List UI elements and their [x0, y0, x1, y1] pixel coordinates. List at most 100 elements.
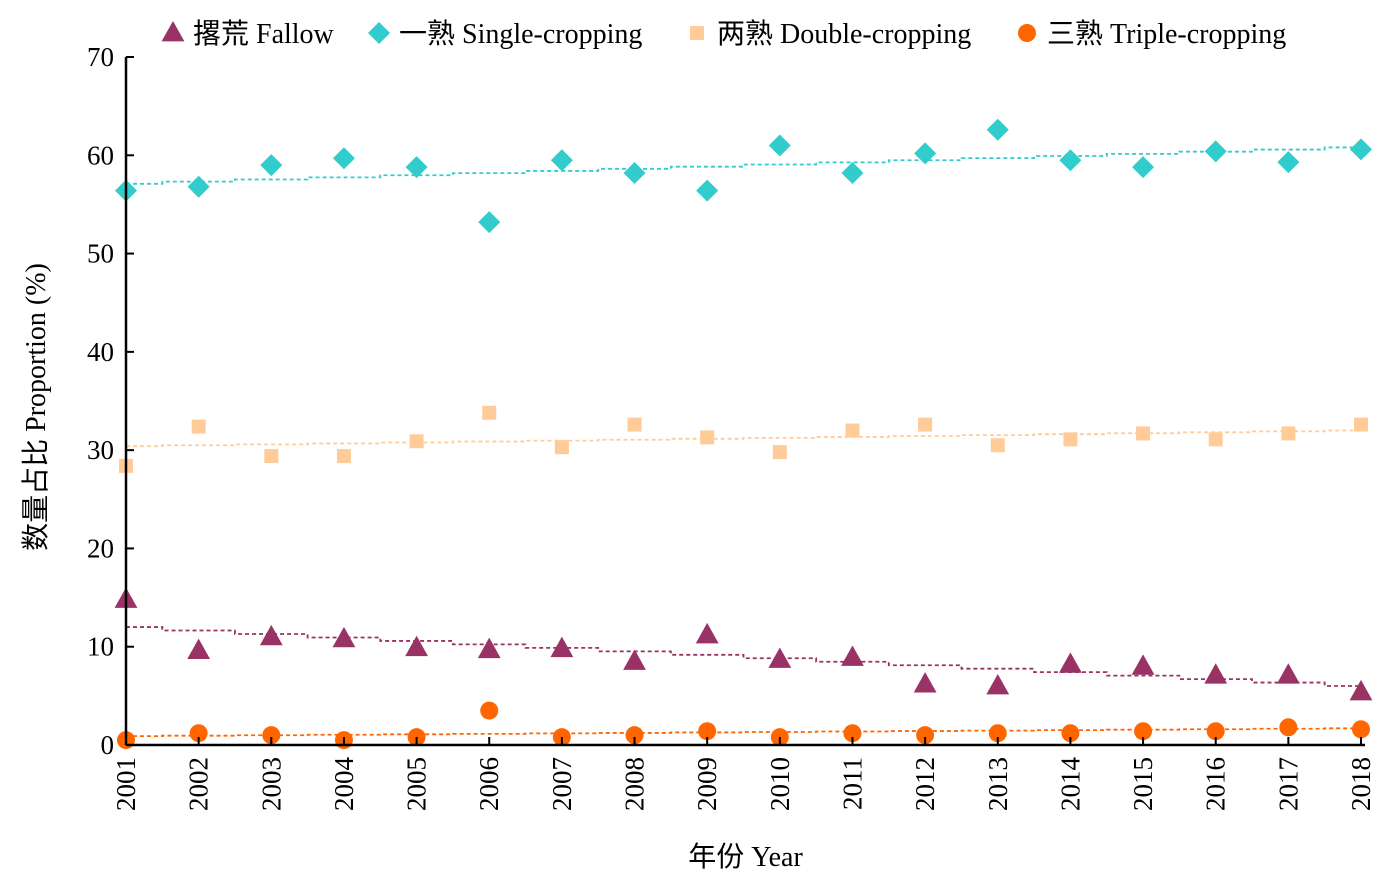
data-point [695, 622, 719, 644]
data-point [1059, 149, 1082, 172]
data-point [625, 726, 644, 745]
data-point [1279, 718, 1298, 737]
x-tick-label: 2015 [1128, 757, 1158, 811]
data-point [988, 724, 1007, 743]
x-tick-label: 2010 [765, 757, 795, 811]
legend-label: 一熟 Single-cropping [399, 18, 642, 50]
data-point [554, 440, 569, 455]
x-tick-label: 2003 [256, 757, 286, 811]
data-point [550, 636, 574, 658]
data-point [914, 142, 937, 165]
x-tick-label: 2011 [837, 757, 867, 810]
data-point [845, 423, 860, 438]
y-tick-label: 50 [87, 239, 114, 269]
legend-label: 两熟 Double-cropping [717, 18, 971, 50]
data-point [627, 417, 642, 432]
data-point [260, 154, 283, 177]
data-point [696, 179, 719, 202]
legend-marker [161, 21, 185, 42]
x-tick-label: 2002 [184, 757, 214, 811]
data-point [1132, 156, 1155, 179]
legend-label: 三熟 Triple-cropping [1047, 18, 1286, 50]
y-tick-label: 0 [101, 730, 115, 760]
data-point [264, 449, 279, 464]
trend-lines [126, 146, 1361, 738]
x-tick-label: 2012 [910, 757, 940, 811]
data-point [913, 672, 937, 693]
data-point [259, 624, 283, 646]
data-point [841, 645, 864, 666]
x-tick-label: 2004 [329, 757, 359, 812]
data-point [262, 726, 281, 745]
data-point [698, 722, 717, 741]
data-point [841, 161, 864, 184]
legend-item: 撂荒 Fallow [161, 18, 335, 50]
x-axis-title: 年份 Year [688, 841, 803, 873]
legend-item: 一熟 Single-cropping [368, 18, 642, 50]
legend: 撂荒 Fallow 一熟 Single-cropping 两熟 Double-cro… [161, 18, 1286, 50]
data-point [1208, 432, 1223, 447]
x-tick-label: 2013 [983, 757, 1013, 811]
data-point [772, 445, 787, 460]
data-point [1349, 679, 1373, 701]
data-point [1134, 722, 1153, 741]
legend-marker [690, 26, 704, 40]
y-tick-label: 40 [87, 337, 114, 367]
legend-label: 撂荒 Fallow [193, 18, 335, 50]
x-tick-label: 2007 [547, 757, 577, 811]
axes: 0 10 20 30 40 50 60 70 2001 2002 2003 2004 2005 2006 2… [87, 42, 1376, 811]
y-axis-title: 数量占比 Proportion (%) [20, 263, 52, 551]
data-point [986, 118, 1009, 141]
legend-item: 两熟 Double-cropping [690, 18, 971, 50]
x-tick-label: 2018 [1346, 757, 1376, 811]
data-point [1276, 663, 1300, 684]
data-point [189, 724, 208, 743]
trend-line [126, 146, 1361, 185]
y-tick-label: 20 [87, 533, 114, 563]
data-point [1354, 417, 1368, 432]
data-point [1063, 432, 1078, 447]
data-point [191, 419, 206, 434]
data-point [623, 161, 646, 184]
data-point [623, 649, 646, 670]
legend-marker [1018, 24, 1036, 42]
data-point [1136, 426, 1151, 441]
legend-marker [368, 22, 390, 44]
trend-line [126, 429, 1361, 448]
data-point [1352, 720, 1370, 739]
data-point [768, 134, 791, 157]
data-point [843, 724, 862, 743]
data-point [1277, 151, 1300, 174]
data-point [482, 405, 497, 420]
data-point [918, 417, 933, 432]
data-point [409, 434, 424, 449]
legend-item: 三熟 Triple-cropping [1018, 18, 1286, 50]
data-point [332, 147, 355, 170]
data-point [480, 701, 499, 720]
data-markers [114, 118, 1373, 750]
data-point [1350, 138, 1372, 161]
data-point [990, 438, 1005, 453]
data-point [1059, 652, 1082, 673]
data-point [1061, 724, 1080, 743]
data-point [187, 638, 211, 660]
data-point [768, 647, 792, 668]
x-tick-label: 2008 [620, 757, 650, 811]
data-point [1281, 426, 1296, 441]
y-tick-label: 10 [87, 632, 114, 662]
data-point [1204, 663, 1228, 684]
data-point [700, 430, 715, 445]
x-tick-label: 2016 [1201, 757, 1231, 811]
data-point [986, 674, 1010, 695]
data-point [1204, 140, 1227, 163]
data-point [405, 635, 428, 657]
trend-line [126, 727, 1361, 738]
data-point [550, 149, 573, 172]
y-tick-label: 30 [87, 435, 114, 465]
data-point [1131, 654, 1155, 675]
x-tick-label: 2017 [1273, 757, 1303, 811]
data-point [405, 156, 428, 179]
data-point [478, 211, 501, 234]
x-tick-label: 2014 [1055, 757, 1085, 812]
